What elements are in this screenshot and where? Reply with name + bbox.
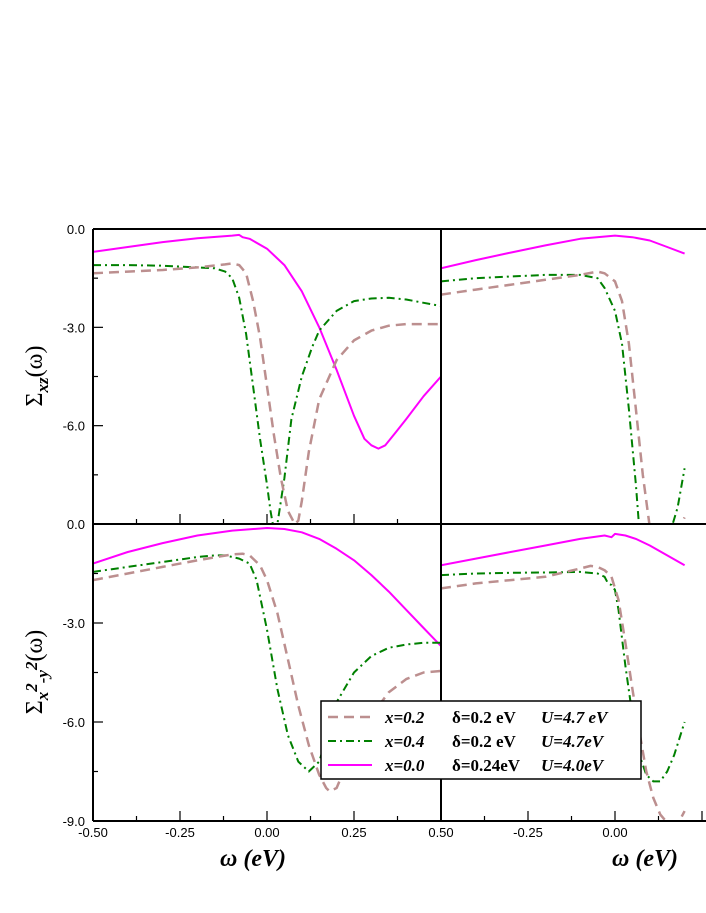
y-axis-title-bottom: Σx2-y2(ω) <box>22 630 52 714</box>
y-tick-label-top: 0.0 <box>67 222 85 237</box>
y-tick-label-top: -3.0 <box>63 320 85 335</box>
x-tick-label-right: 0.00 <box>602 825 627 840</box>
ylabel-top-suffix: (ω) <box>22 346 48 378</box>
legend: x=0.2 δ=0.2 eV U=4.7 eV x=0.4 δ=0.2 eV U… <box>320 700 642 780</box>
legend-series-x04: x=0.4 <box>384 732 424 751</box>
panel-top-left <box>93 233 441 524</box>
legend-entry-x00: x=0.0 δ=0.24eV U=4.0eV <box>328 756 605 775</box>
legend-entry-x02: x=0.2 δ=0.2 eV U=4.7 eV <box>328 708 609 727</box>
ylabel-bottom-base: Σ <box>22 700 48 714</box>
y-axis-title-top: Σxz(ω) <box>22 346 52 407</box>
x-tick-label-left: 0.25 <box>341 825 366 840</box>
series-x04-top-right <box>441 273 686 524</box>
legend-u-x04: U=4.7eV <box>541 732 605 751</box>
series-x00-top-left <box>93 233 441 450</box>
panel-bottom-right <box>441 532 686 821</box>
y-tick-label-bottom: 0.0 <box>67 517 85 532</box>
series-lines <box>93 233 686 821</box>
y-tick-label-bottom: -9.0 <box>63 814 85 829</box>
series-x02-top-left <box>93 262 441 524</box>
series-x00-bottom-right <box>441 532 686 567</box>
series-x00-bottom-left <box>93 527 441 647</box>
ylabel-bottom-sup-a: 2 <box>22 683 41 693</box>
legend-delta-x04: δ=0.2 eV <box>452 732 517 751</box>
x-tick-label-left: 0.00 <box>254 825 279 840</box>
legend-series-x02: x=0.2 <box>384 708 425 727</box>
legend-u-x02: U=4.7 eV <box>541 708 609 727</box>
x-tick-label-left: -0.50 <box>78 825 108 840</box>
ylabel-bottom-sub-a: x <box>33 691 52 701</box>
x-tick-label-right: -0.25 <box>513 825 543 840</box>
ylabel-bottom-sub-b: -y <box>33 670 52 684</box>
series-x02-top-right <box>441 270 686 524</box>
panel-top-right <box>441 234 686 524</box>
legend-delta-x00: δ=0.24eV <box>452 756 521 775</box>
x-tick-label-left: 0.50 <box>428 825 453 840</box>
y-tick-label-bottom: -3.0 <box>63 616 85 631</box>
ylabel-top-sub: xz <box>33 377 52 394</box>
x-axis-title-right: ω (eV) <box>612 846 678 872</box>
y-tick-label-bottom: -6.0 <box>63 715 85 730</box>
series-x04-top-left <box>93 264 441 524</box>
ylabel-top-base: Σ <box>22 392 48 406</box>
ylabel-bottom-sup-b: 2 <box>22 661 41 671</box>
legend-series-x00: x=0.0 <box>384 756 425 775</box>
legend-entry-x04: x=0.4 δ=0.2 eV U=4.7eV <box>328 732 605 751</box>
series-x02-bottom-right <box>441 564 686 821</box>
svg-text:Σxz(ω): Σxz(ω) <box>22 346 52 407</box>
legend-delta-x02: δ=0.2 eV <box>452 708 517 727</box>
legend-u-x00: U=4.0eV <box>541 756 605 775</box>
tick-labels: 0.0 -3.0 -6.0 0.0 -3.0 -6.0 -9.0-0.50 -0.25 0.00… <box>63 222 628 840</box>
series-x00-top-right <box>441 234 685 270</box>
x-tick-label-left: -0.25 <box>165 825 195 840</box>
svg-text:Σx2-y2(ω): Σx2-y2(ω) <box>22 630 52 714</box>
x-axis-title-left: ω (eV) <box>220 846 286 872</box>
series-x04-bottom-right <box>441 570 686 783</box>
ylabel-bottom-suffix: (ω) <box>22 630 48 662</box>
y-tick-label-top: -6.0 <box>63 419 85 434</box>
panel-frames <box>92 228 706 822</box>
legend-box <box>320 700 642 780</box>
